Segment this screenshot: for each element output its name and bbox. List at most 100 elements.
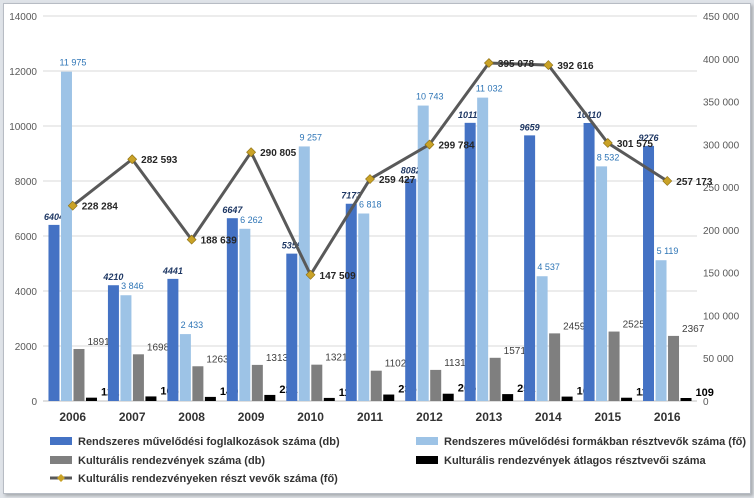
data-label: 11 975 xyxy=(60,58,87,68)
bar-resztvevok xyxy=(536,276,548,401)
data-label: 11 032 xyxy=(476,84,503,94)
data-label: 5 119 xyxy=(657,246,679,256)
x-tick-label: 2006 xyxy=(59,410,86,424)
bar-foglalkozasok xyxy=(464,122,476,402)
legend-label: Kulturális rendezvények száma (db) xyxy=(78,455,265,467)
line-data-label: 147 509 xyxy=(320,271,357,282)
data-label: 1313 xyxy=(266,353,289,364)
y-left-tick-label: 10000 xyxy=(9,122,37,133)
line-data-label: 259 427 xyxy=(379,175,416,186)
y-right-tick-label: 100 000 xyxy=(703,311,740,322)
data-label: 1891 xyxy=(87,337,110,348)
line-data-label: 188 639 xyxy=(201,236,238,247)
bar-foglalkozasok xyxy=(405,178,417,401)
y-left-tick-label: 12000 xyxy=(9,67,37,78)
bar-atlag xyxy=(204,396,216,401)
y-right-tick-label: 350 000 xyxy=(703,98,740,109)
bar-resztvevok xyxy=(120,295,132,401)
x-tick-label: 2010 xyxy=(297,410,324,424)
data-label: 1263 xyxy=(206,354,229,365)
line-point xyxy=(543,60,554,71)
bar-rendezvenyek xyxy=(311,364,323,401)
line-point xyxy=(305,269,316,280)
data-label: 10115 xyxy=(458,110,483,120)
bar-atlag xyxy=(442,393,454,401)
bar-rendezvenyek xyxy=(489,357,501,401)
data-label: 1571 xyxy=(504,346,527,357)
bar-resztvevok xyxy=(298,146,310,401)
bar-rendezvenyek xyxy=(549,333,561,401)
line-data-label: 290 805 xyxy=(260,148,297,159)
data-label: 9 257 xyxy=(300,132,323,142)
bar-foglalkozasok xyxy=(345,203,357,401)
data-label: 5359 xyxy=(282,241,302,251)
bar-atlag xyxy=(85,397,97,401)
bar-resztvevok xyxy=(358,213,370,401)
data-label: 1321 xyxy=(325,353,348,364)
legend-swatch xyxy=(50,456,72,464)
x-tick-label: 2011 xyxy=(357,410,383,424)
data-label: 2 433 xyxy=(181,320,204,330)
bar-rendezvenyek xyxy=(192,366,204,401)
x-tick-label: 2015 xyxy=(594,410,621,424)
bar-resztvevok xyxy=(655,260,667,401)
x-tick-label: 2007 xyxy=(119,410,146,424)
bar-rendezvenyek xyxy=(370,370,382,401)
bar-foglalkozasok xyxy=(226,218,238,401)
y-right-tick-label: 300 000 xyxy=(703,140,740,151)
bar-rendezvenyek xyxy=(668,335,680,401)
legend-label: Kulturális rendezvények átlagos résztvev… xyxy=(444,455,707,467)
data-label: 4 537 xyxy=(537,262,560,272)
line-point xyxy=(424,139,435,150)
data-label: 6 262 xyxy=(240,215,263,225)
y-right-tick-label: 50 000 xyxy=(703,354,734,365)
data-label: 10110 xyxy=(577,110,601,120)
line-data-label: 392 616 xyxy=(557,61,594,72)
legend-swatch xyxy=(50,437,72,445)
line-point xyxy=(186,234,197,245)
data-label: 2367 xyxy=(682,324,705,335)
bar-foglalkozasok xyxy=(583,122,595,401)
bar-foglalkozasok xyxy=(524,135,536,401)
bar-atlag xyxy=(561,396,573,401)
bar-atlag xyxy=(680,398,692,401)
line-data-label: 228 284 xyxy=(82,202,119,213)
data-label: 4210 xyxy=(102,272,123,282)
legend-swatch xyxy=(416,437,438,445)
line-data-label: 299 784 xyxy=(438,141,475,152)
line-point xyxy=(483,58,494,68)
data-label: 1698 xyxy=(147,342,170,353)
line-data-label: 301 575 xyxy=(617,139,654,150)
data-label: 1131 xyxy=(444,358,466,369)
legend-label: Rendszeres művelődési formákban résztvev… xyxy=(444,436,746,448)
bar-atlag xyxy=(323,397,335,401)
line-point xyxy=(67,200,78,211)
bar-foglalkozasok xyxy=(643,145,655,401)
data-label: 2525 xyxy=(623,320,646,331)
legend-swatch xyxy=(416,456,438,464)
y-right-tick-label: 150 000 xyxy=(703,269,740,280)
data-label: 8082 xyxy=(401,166,421,176)
y-left-tick-label: 2000 xyxy=(15,342,38,353)
line-point xyxy=(602,138,613,148)
combo-chart: 0 2000 4000 6000 8000 10000 12000 14000 0 50 000 1… xyxy=(9,12,746,485)
data-label: 1102 xyxy=(385,359,407,370)
line-point xyxy=(365,174,375,184)
y-left-tick-label: 0 xyxy=(31,397,37,408)
x-tick-label: 2012 xyxy=(416,410,443,424)
legend-label: Rendszeres művelődési foglalkozások szám… xyxy=(78,436,340,448)
bar-resztvevok xyxy=(239,228,251,401)
bar-atlag xyxy=(502,394,514,401)
bar-atlag xyxy=(264,394,276,401)
bar-foglalkozasok xyxy=(167,278,179,401)
bar-rendezvenyek xyxy=(132,354,144,401)
data-label: 3 846 xyxy=(121,281,144,291)
y-right-tick-label: 200 000 xyxy=(703,226,740,237)
line-point xyxy=(662,176,673,186)
x-tick-label: 2013 xyxy=(476,410,503,424)
y-left-tick-label: 6000 xyxy=(15,232,38,243)
x-tick-label: 2009 xyxy=(238,410,265,424)
bar-foglalkozasok xyxy=(48,224,60,401)
bar-resztvevok xyxy=(179,334,191,401)
y-left-tick-label: 14000 xyxy=(9,12,37,23)
